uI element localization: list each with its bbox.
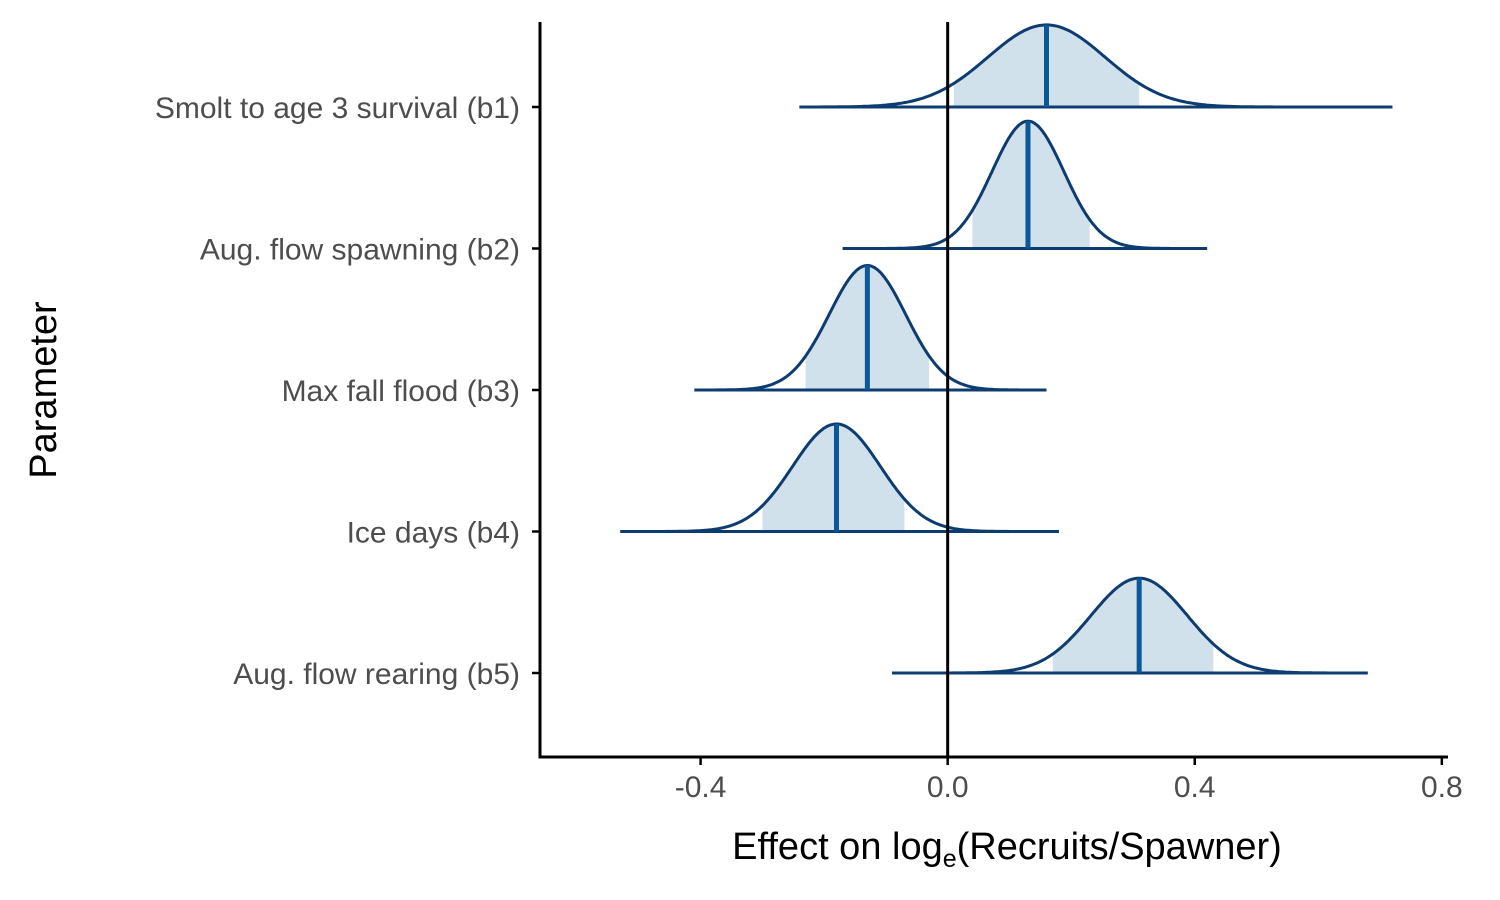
- x-tick-label-2: 0.0: [927, 771, 969, 804]
- x-tick-label-4: 0.8: [1421, 771, 1463, 804]
- y-tick-label-4: Ice days (b4): [347, 517, 520, 550]
- x-axis-title: Effect on loge(Recruits/Spawner): [732, 826, 1282, 873]
- x-axis-title-main: Effect on log: [732, 826, 943, 868]
- x-tick-label-1: -0.4: [675, 771, 727, 804]
- y-tick-label-1: Smolt to age 3 survival (b1): [155, 92, 520, 125]
- y-tick-label-5: Aug. flow rearing (b5): [233, 658, 520, 691]
- interval-fill-2: [972, 121, 1090, 249]
- y-tick-label-3: Max fall flood (b3): [282, 375, 520, 408]
- interval-fill-5: [1052, 578, 1214, 673]
- x-axis-title-rest: (Recruits/Spawner): [957, 826, 1282, 868]
- x-axis-title-subscript: e: [943, 845, 957, 873]
- axes: [532, 22, 1448, 765]
- y-axis-title: Parameter: [23, 301, 65, 479]
- y-tick-label-2: Aug. flow spawning (b2): [200, 234, 520, 267]
- plot-area: [620, 23, 1393, 675]
- x-tick-label-3: 0.4: [1174, 771, 1216, 804]
- tick-labels: Smolt to age 3 survival (b1) Aug. flow sp…: [155, 92, 1463, 804]
